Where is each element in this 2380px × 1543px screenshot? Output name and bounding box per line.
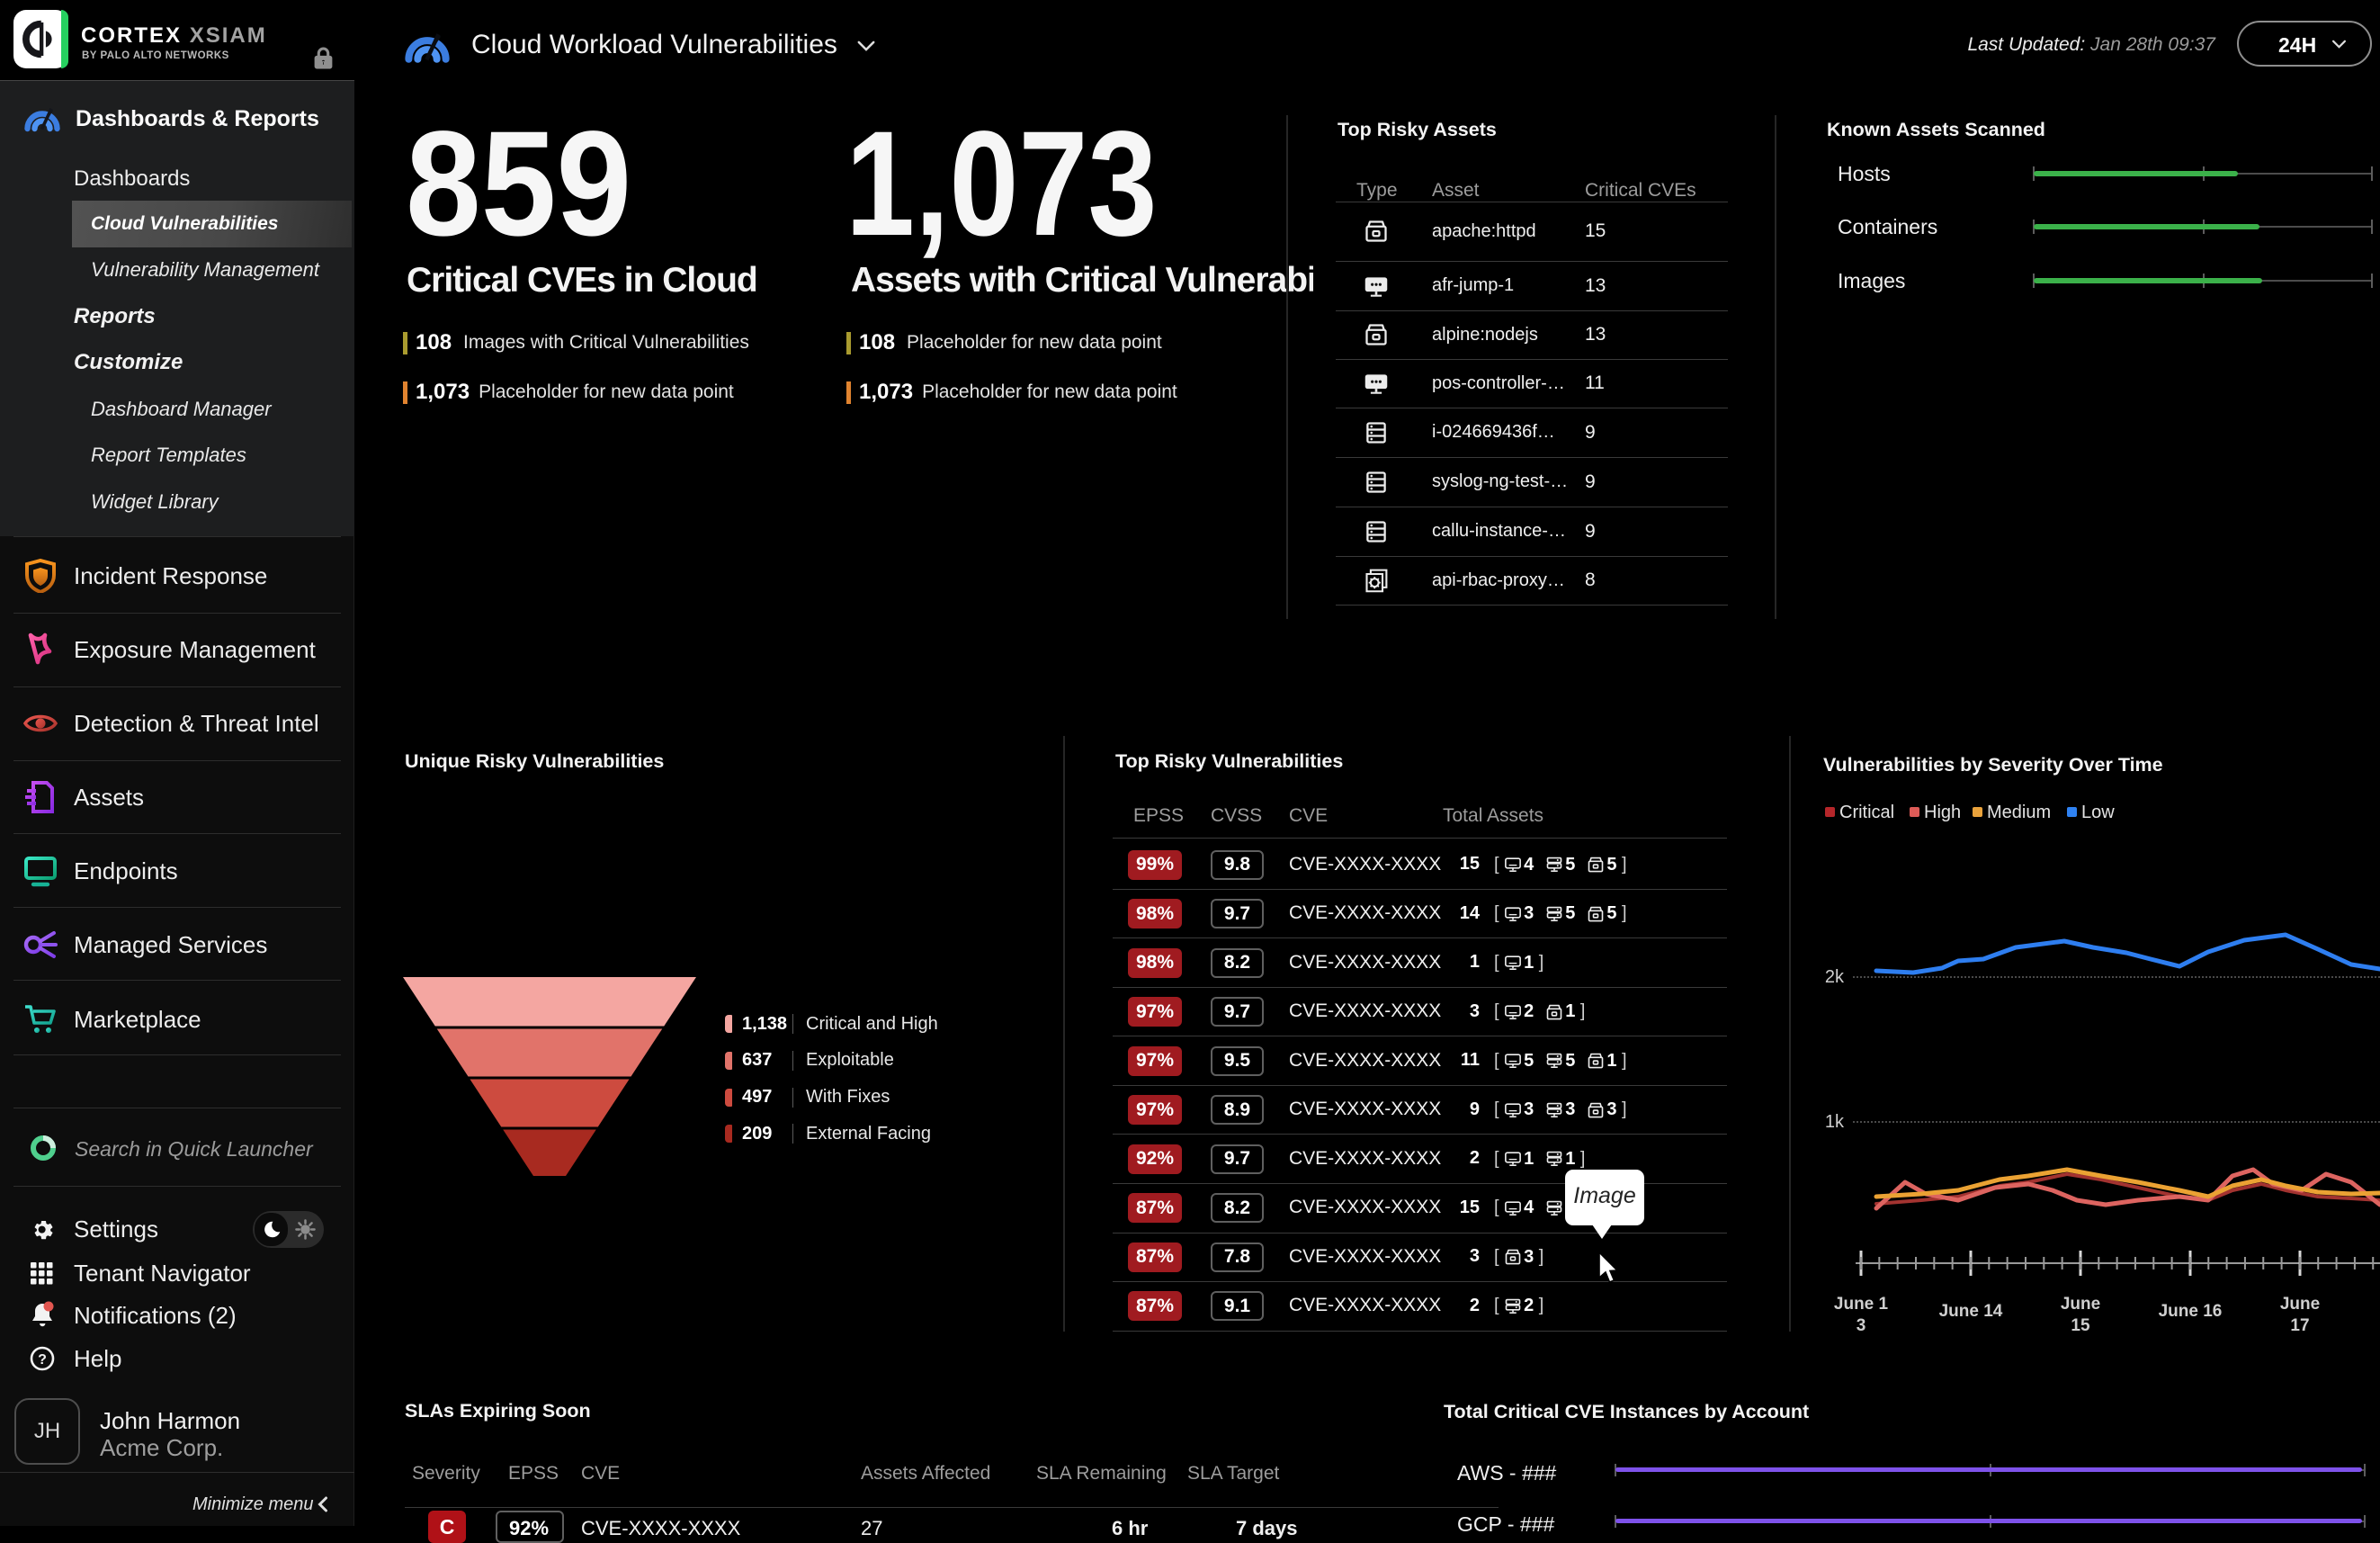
svg-text:?: ? [38,1352,47,1368]
